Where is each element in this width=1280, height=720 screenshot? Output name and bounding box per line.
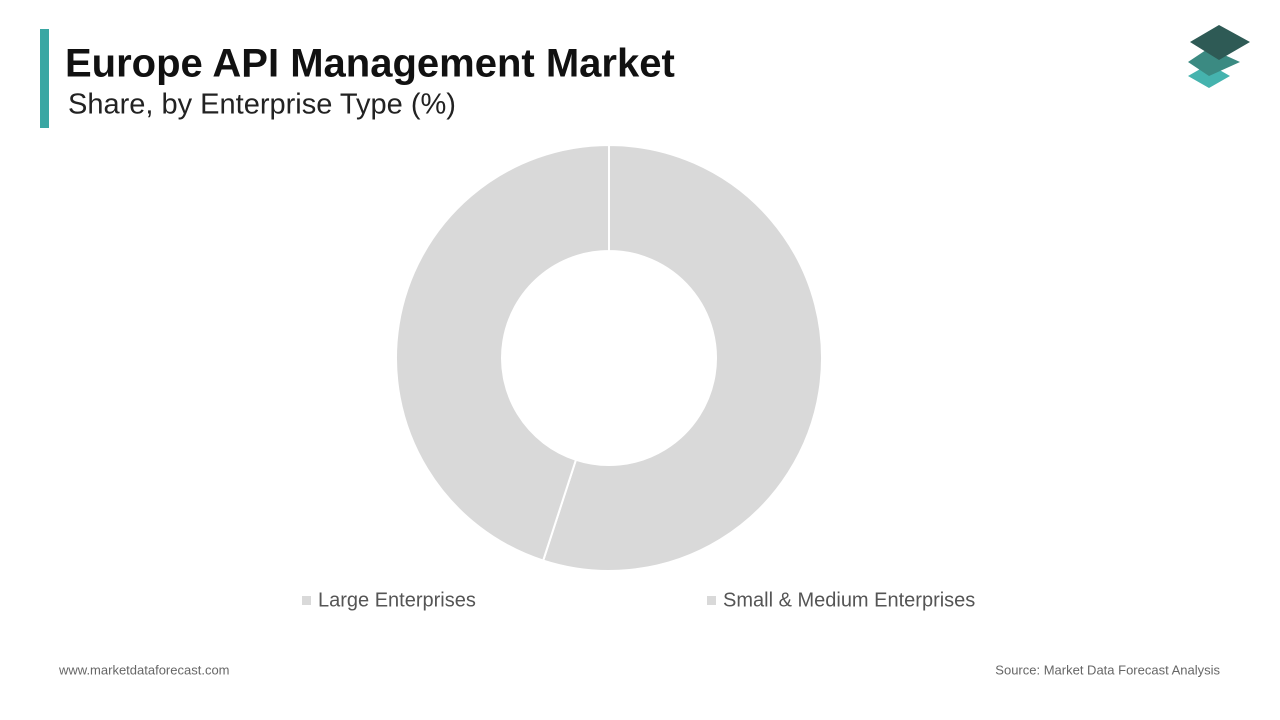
- legend-marker: [707, 596, 716, 605]
- legend-label: Large Enterprises: [318, 589, 476, 611]
- logo: [1188, 25, 1250, 88]
- chart-subtitle: Share, by Enterprise Type (%): [68, 89, 456, 121]
- legend-label: Small & Medium Enterprises: [723, 589, 975, 611]
- title-accent: [40, 29, 49, 128]
- donut-slice: [541, 143, 823, 572]
- donut-slice: [395, 143, 610, 562]
- legend-marker: [302, 596, 311, 605]
- source: Source: Market Data Forecast Analysis: [995, 662, 1220, 677]
- chart-title: Europe API Management Market: [65, 42, 675, 86]
- website: www.marketdataforecast.com: [58, 662, 230, 677]
